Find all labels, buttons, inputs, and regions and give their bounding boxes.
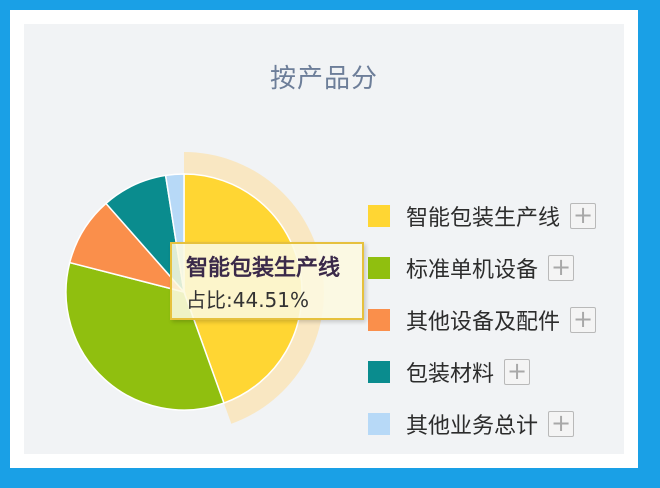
legend-swatch <box>368 205 390 227</box>
chart-panel: 按产品分 智能包装生产线 + 标准单机设备 + 其他设备及配件 + <box>24 24 624 454</box>
pie-slices <box>65 173 303 411</box>
slice-tooltip: 智能包装生产线 占比:44.51% <box>170 242 364 320</box>
expand-plus-icon[interactable]: + <box>548 255 575 281</box>
legend-label: 其他设备及配件 <box>406 310 561 335</box>
legend-label: 其他业务总计 <box>406 414 539 439</box>
tooltip-line: 占比:44.51% <box>186 284 348 313</box>
tooltip-label: 占比: <box>186 288 233 312</box>
legend-swatch <box>368 257 390 279</box>
legend-swatch <box>368 361 390 383</box>
chart-title: 按产品分 <box>269 64 378 94</box>
legend: 智能包装生产线 + 标准单机设备 + 其他设备及配件 + 包装材料 + 其他业务… <box>368 190 597 450</box>
expand-plus-icon[interactable]: + <box>570 203 597 229</box>
chart-frame: 按产品分 智能包装生产线 + 标准单机设备 + 其他设备及配件 + <box>10 10 638 468</box>
legend-swatch <box>368 309 390 331</box>
legend-item[interactable]: 智能包装生产线 + <box>368 190 597 242</box>
legend-label: 标准单机设备 <box>406 258 539 283</box>
expand-plus-icon[interactable]: + <box>504 359 531 385</box>
legend-item[interactable]: 其他设备及配件 + <box>368 294 597 346</box>
legend-label: 包装材料 <box>406 362 495 387</box>
legend-swatch <box>368 413 390 435</box>
tooltip-value: 44.51% <box>232 288 310 312</box>
legend-item[interactable]: 包装材料 + <box>368 346 596 398</box>
expand-plus-icon[interactable]: + <box>548 411 575 437</box>
legend-item[interactable]: 其他业务总计 + <box>368 398 596 450</box>
legend-item[interactable]: 标准单机设备 + <box>368 242 596 294</box>
tooltip-title: 智能包装生产线 <box>186 256 341 281</box>
expand-plus-icon[interactable]: + <box>570 307 597 333</box>
legend-label: 智能包装生产线 <box>406 206 561 231</box>
